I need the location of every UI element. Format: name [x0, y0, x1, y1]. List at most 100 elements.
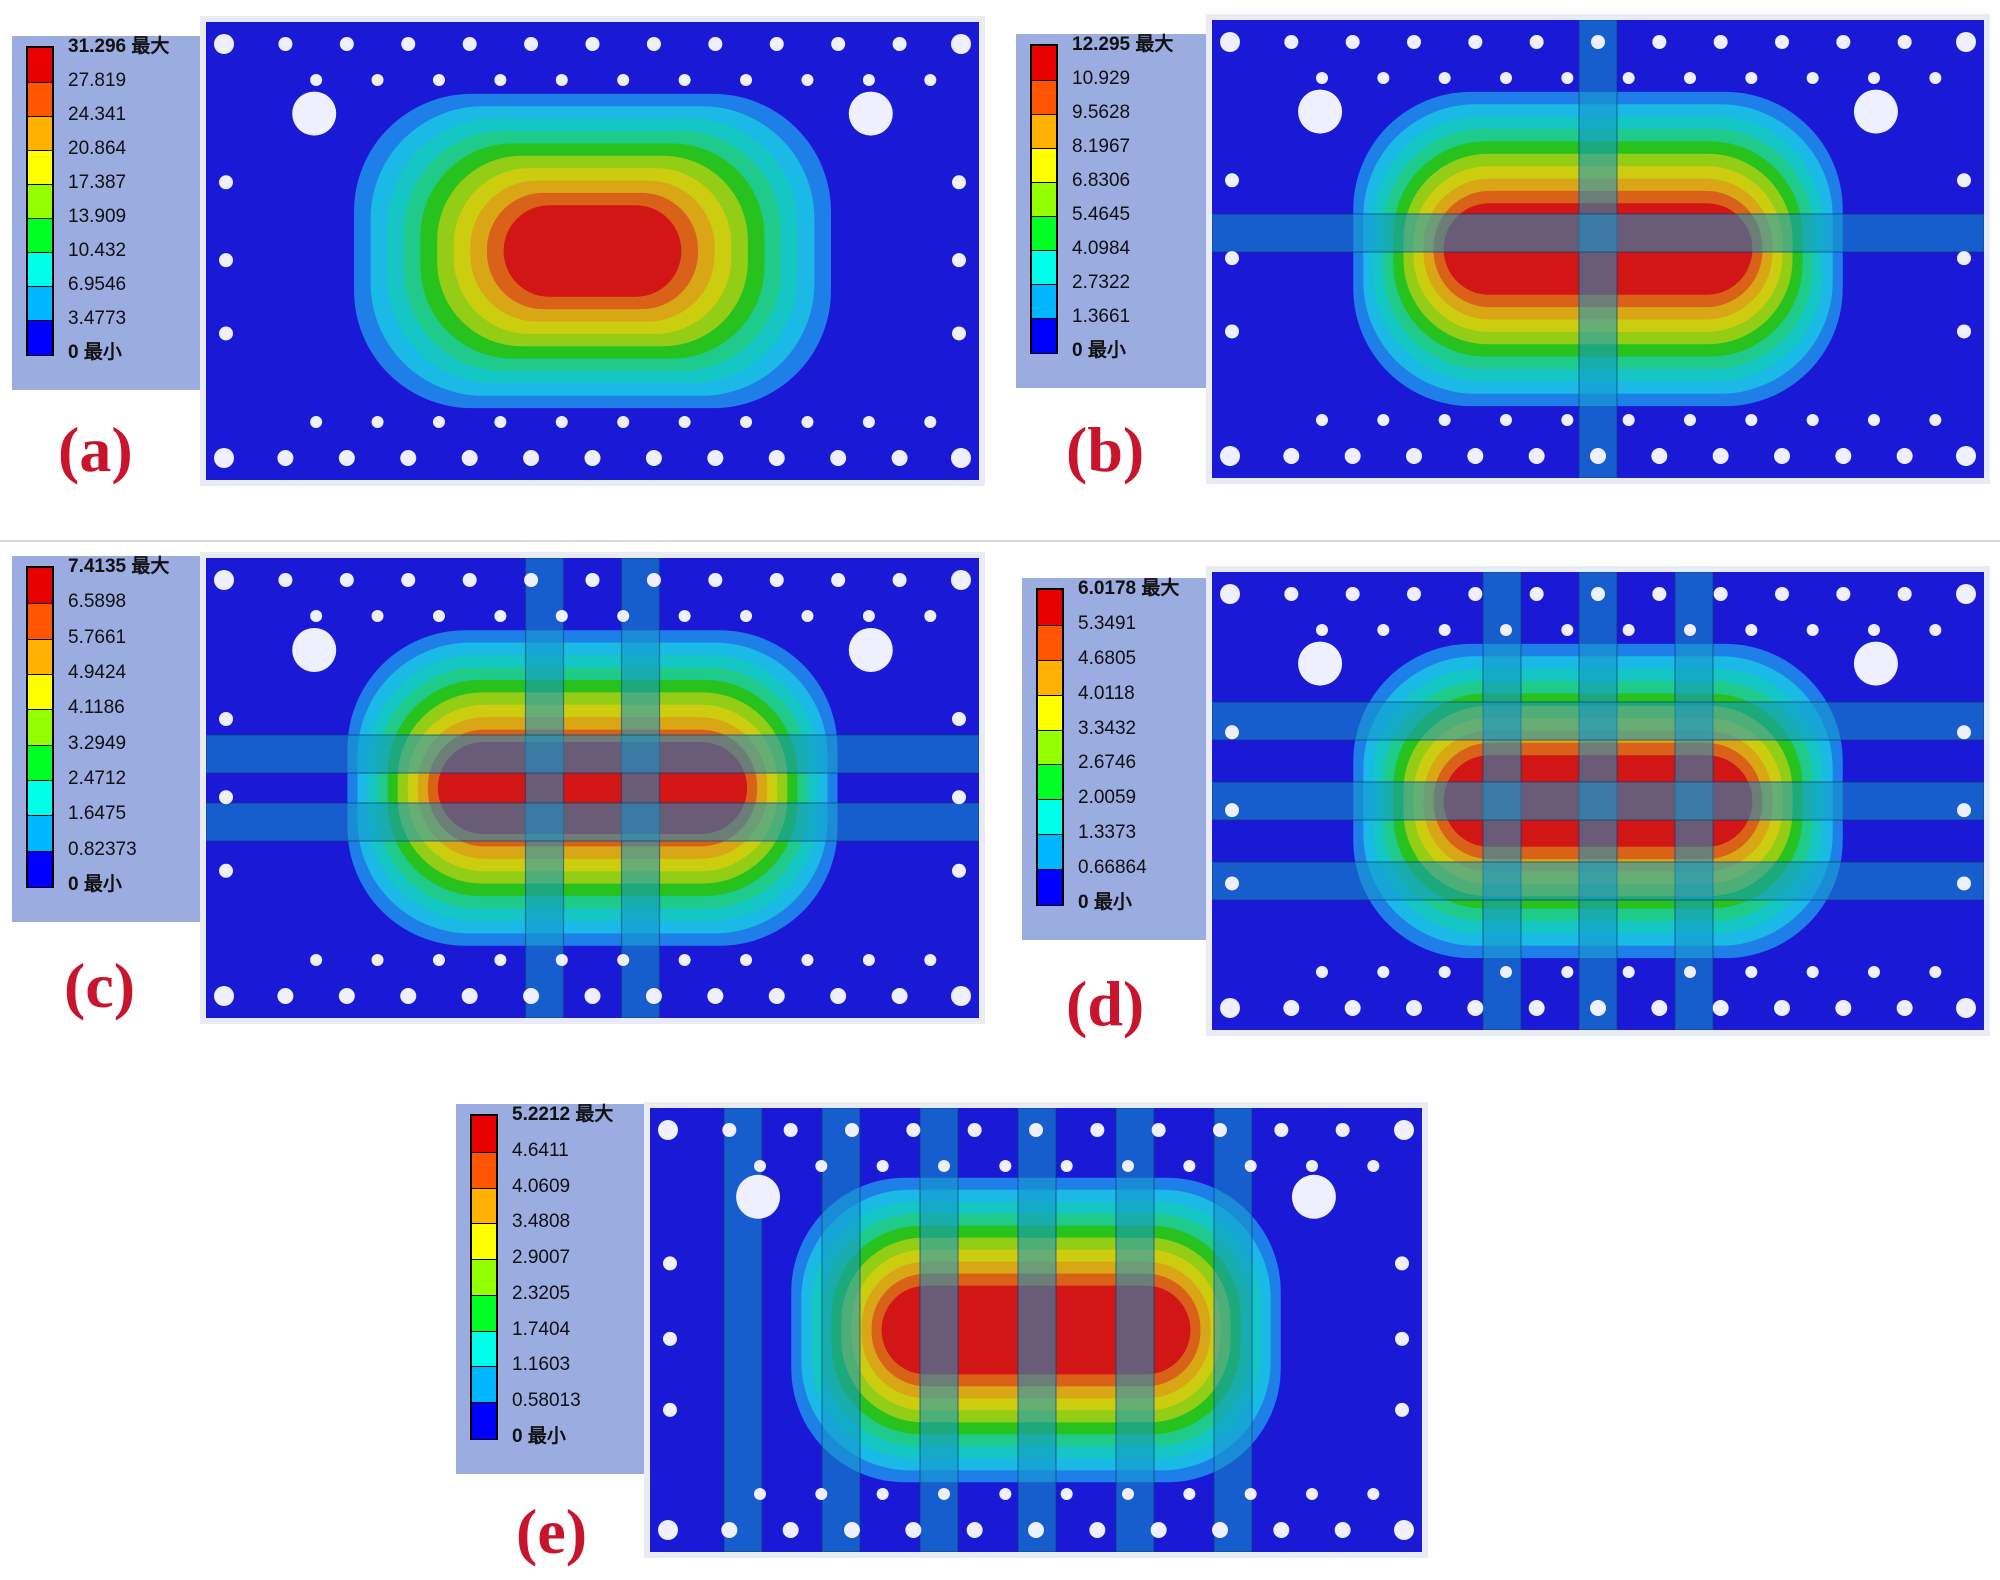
- mounting-hole: [1806, 414, 1819, 426]
- mounting-hole: [1590, 1000, 1606, 1016]
- mounting-hole: [1897, 587, 1912, 601]
- legend-swatch: [1038, 624, 1062, 661]
- legend-tick-label: 3.3432: [1078, 717, 1137, 739]
- mounting-hole: [1561, 414, 1574, 426]
- legend-max-label: 7.4135 最大: [68, 556, 170, 577]
- mounting-hole: [951, 570, 971, 590]
- legend-tick-label: 1.3661: [1072, 306, 1131, 327]
- reinforcement-strip: [723, 1108, 763, 1552]
- mounting-hole: [740, 954, 753, 966]
- mounting-hole: [924, 74, 937, 86]
- mounting-hole: [1029, 1123, 1043, 1137]
- mounting-hole: [1283, 448, 1300, 464]
- legend-tick-label: 24.341: [68, 104, 127, 125]
- legend-tick-label: 5.7661: [68, 626, 127, 648]
- legend-swatch: [28, 82, 52, 117]
- legend-swatch: [28, 184, 52, 219]
- legend-tick-label: 27.819: [68, 70, 127, 91]
- legend-swatch: [1032, 46, 1056, 80]
- mounting-hole: [1591, 35, 1605, 49]
- legend-tick-label: 1.7404: [512, 1318, 571, 1340]
- mounting-hole: [214, 448, 234, 468]
- mounting-hole: [1220, 32, 1240, 52]
- mounting-hole: [952, 175, 966, 190]
- mounting-hole: [1394, 1520, 1414, 1540]
- mounting-hole: [1957, 173, 1971, 188]
- legend-min-label: 0 最小: [68, 874, 122, 895]
- mounting-hole: [494, 610, 507, 622]
- mounting-hole: [1622, 624, 1635, 636]
- legend-tick-label: 4.0984: [1072, 238, 1131, 259]
- mounting-hole: [1283, 1000, 1300, 1016]
- mounting-hole: [1853, 641, 1898, 686]
- legend-tick-label: 17.387: [68, 172, 127, 193]
- mounting-hole: [1244, 1488, 1257, 1500]
- legend-swatch: [28, 815, 52, 852]
- mounting-hole: [338, 988, 355, 1004]
- mounting-hole: [1344, 448, 1361, 464]
- mounting-hole: [848, 91, 893, 136]
- legend-swatch: [28, 320, 52, 355]
- mounting-hole: [1774, 1000, 1790, 1016]
- mounting-hole: [1183, 1160, 1196, 1172]
- reinforcement-strip: [1213, 1108, 1253, 1552]
- legend-tick-label: 4.1186: [68, 697, 125, 719]
- mounting-hole: [1528, 1000, 1545, 1016]
- mounting-hole: [432, 610, 445, 622]
- legend-max-label: 5.2212 最大: [512, 1104, 614, 1125]
- contour-svg: [206, 558, 979, 1018]
- legend-swatch: [1032, 182, 1056, 217]
- mounting-hole: [1745, 414, 1758, 426]
- mounting-hole: [1957, 725, 1971, 740]
- mounting-hole: [277, 450, 294, 466]
- legend-tick-label: 4.0118: [1078, 682, 1135, 704]
- mounting-hole: [1896, 1000, 1913, 1016]
- legend-swatch: [1038, 590, 1062, 625]
- legend-swatch: [1038, 694, 1062, 731]
- mounting-hole: [339, 37, 354, 51]
- mounting-hole: [1806, 966, 1819, 978]
- mounting-hole: [678, 416, 691, 428]
- mounting-hole: [999, 1488, 1012, 1500]
- mounting-hole: [1028, 1522, 1044, 1538]
- mounting-hole: [1684, 414, 1696, 426]
- legend-swatch: [1032, 114, 1056, 149]
- mounting-hole: [401, 37, 416, 51]
- mounting-hole: [400, 988, 417, 1004]
- mounting-hole: [1745, 624, 1758, 636]
- mounting-hole: [1377, 72, 1390, 84]
- legend-swatch: [28, 568, 52, 604]
- reinforcement-strip: [1017, 1108, 1057, 1552]
- mounting-hole: [214, 986, 234, 1006]
- mounting-hole: [278, 37, 293, 51]
- mounting-hole: [1225, 725, 1239, 740]
- legend-max-label: 31.296 最大: [68, 36, 170, 57]
- mounting-hole: [754, 1160, 766, 1172]
- mounting-hole: [1868, 72, 1880, 84]
- legend-min-label: 0 最小: [68, 342, 122, 363]
- legend-swatch: [28, 603, 52, 640]
- mounting-hole: [1929, 414, 1942, 426]
- mounting-hole: [938, 1488, 950, 1500]
- row-divider-top: [0, 540, 2000, 542]
- legend-tick-label: 2.0059: [1078, 787, 1137, 809]
- mounting-hole: [721, 1522, 738, 1538]
- mounting-hole: [938, 1160, 950, 1172]
- legend-swatch: [1032, 284, 1056, 319]
- mounting-hole: [1529, 35, 1544, 49]
- mounting-hole: [663, 1402, 677, 1417]
- mounting-hole: [401, 573, 416, 587]
- mounting-hole: [1395, 1402, 1409, 1417]
- mounting-hole: [783, 1123, 798, 1137]
- mounting-hole: [617, 416, 630, 428]
- mounting-hole: [740, 74, 753, 86]
- mounting-hole: [1345, 35, 1360, 49]
- mounting-hole: [523, 988, 540, 1004]
- mounting-hole: [1500, 414, 1512, 426]
- mounting-hole: [740, 610, 753, 622]
- mounting-hole: [338, 450, 355, 466]
- legend-swatch: [28, 638, 52, 675]
- legend-color-bar: [470, 1114, 498, 1440]
- mounting-hole: [769, 573, 784, 587]
- mounting-hole: [1335, 1123, 1350, 1137]
